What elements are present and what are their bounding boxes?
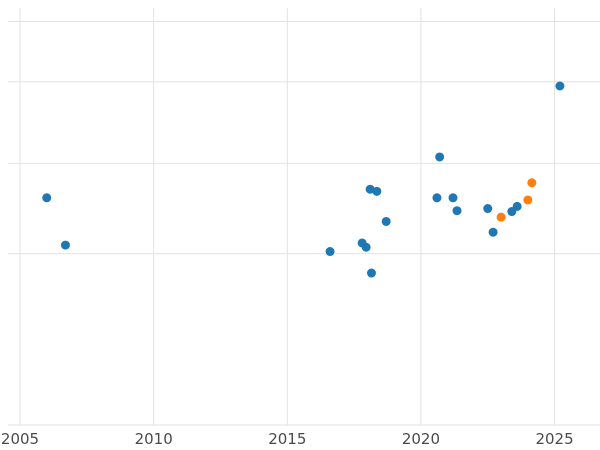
data-point-series-orange	[523, 195, 533, 205]
data-point-series-blue	[555, 81, 565, 91]
x-tick-label: 2025	[535, 430, 573, 448]
data-point-series-blue	[435, 152, 445, 162]
data-point-series-blue	[381, 216, 391, 226]
data-point-series-orange	[496, 212, 506, 222]
x-tick-label: 2005	[1, 430, 39, 448]
data-point-series-blue	[361, 242, 371, 252]
data-point-series-blue	[512, 201, 522, 211]
data-point-series-blue	[452, 206, 462, 216]
data-point-series-blue	[42, 193, 52, 203]
data-point-series-blue	[60, 240, 70, 250]
data-point-series-blue	[325, 247, 335, 257]
data-point-series-blue	[432, 193, 442, 203]
data-point-series-blue	[366, 268, 376, 278]
data-point-series-orange	[527, 178, 537, 188]
x-tick-label: 2020	[402, 430, 440, 448]
data-point-series-blue	[372, 186, 382, 196]
x-tick-label: 2010	[135, 430, 173, 448]
data-point-series-blue	[448, 193, 458, 203]
data-point-series-blue	[483, 204, 493, 214]
x-tick-label: 2015	[268, 430, 306, 448]
data-point-series-blue	[488, 227, 498, 237]
